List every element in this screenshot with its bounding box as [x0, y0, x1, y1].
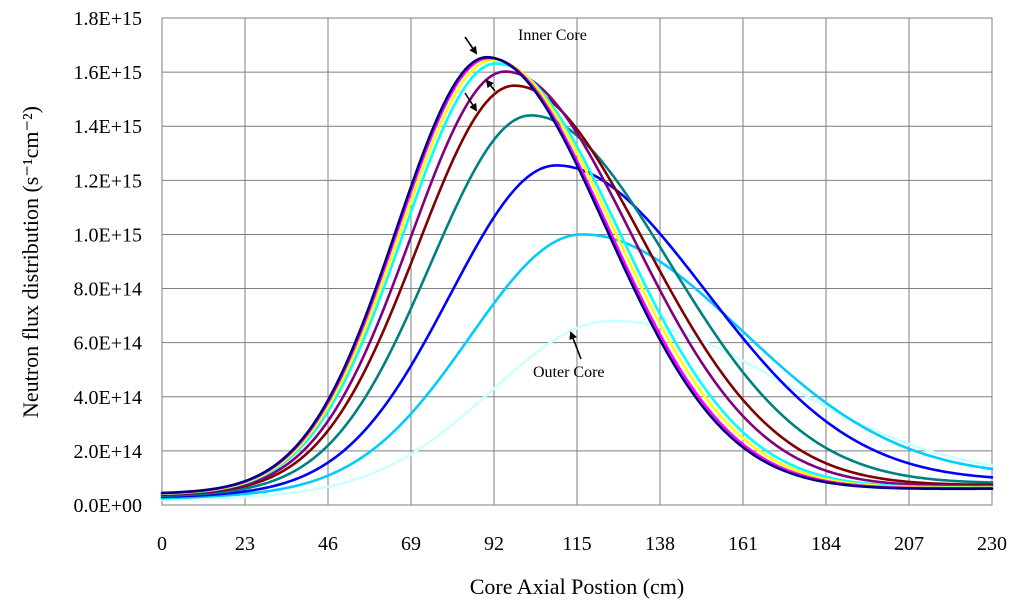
- series-line-curve-8: [160, 164, 994, 499]
- y-tick-label: 1.2E+15: [74, 170, 143, 192]
- y-tick-label: 6.0E+14: [74, 333, 143, 355]
- outer-core-label: Outer Core: [533, 364, 605, 381]
- y-tick-label: 8.0E+14: [74, 279, 143, 301]
- y-tick-label: 1.0E+15: [74, 224, 143, 246]
- inner-core-arrow-peak: [485, 79, 496, 92]
- y-tick-label: 0.0E+00: [74, 495, 143, 517]
- grid: [162, 18, 992, 505]
- inner-core-label: Inner Core: [518, 27, 587, 44]
- series-line-curve-1: [160, 55, 994, 495]
- y-tick-label: 4.0E+14: [74, 387, 143, 409]
- tick-labels: 0 23 46 69 92 115 138 161 184 207 230 0.0E+00 2.0E+1…: [74, 8, 1008, 555]
- x-tick-label: 184: [811, 533, 841, 555]
- y-tick-label: 2.0E+14: [74, 441, 143, 463]
- x-axis-title: Core Axial Postion (cm): [470, 574, 684, 599]
- y-axis-title: Neutron flux distribution (s⁻¹cm⁻²): [18, 106, 43, 418]
- x-tick-label: 230: [977, 533, 1007, 555]
- inner-core-arrow-top: [464, 36, 478, 55]
- outer-core-arrow: [569, 331, 582, 360]
- x-tick-label: 138: [645, 533, 675, 555]
- series-line-curve-5: [160, 70, 994, 496]
- x-tick-label: 92: [484, 533, 504, 555]
- x-tick-label: 46: [318, 533, 338, 555]
- series-line-curve-6: [160, 84, 994, 497]
- series-lines: [160, 55, 994, 502]
- x-tick-label: 161: [728, 533, 758, 555]
- x-tick-label: 0: [157, 533, 167, 555]
- x-tick-label: 115: [562, 533, 591, 555]
- y-tick-label: 1.6E+15: [74, 62, 143, 84]
- series-line-curve-4: [160, 62, 994, 496]
- y-tick-label: 1.4E+15: [74, 116, 143, 138]
- y-tick-label: 1.8E+15: [74, 8, 143, 30]
- x-tick-label: 207: [894, 533, 924, 555]
- series-line-curve-9: [160, 233, 994, 500]
- x-tick-label: 23: [235, 533, 255, 555]
- series-line-curve-3: [160, 58, 994, 495]
- inner-core-arrow-mid: [464, 92, 478, 112]
- x-tick-label: 69: [401, 533, 421, 555]
